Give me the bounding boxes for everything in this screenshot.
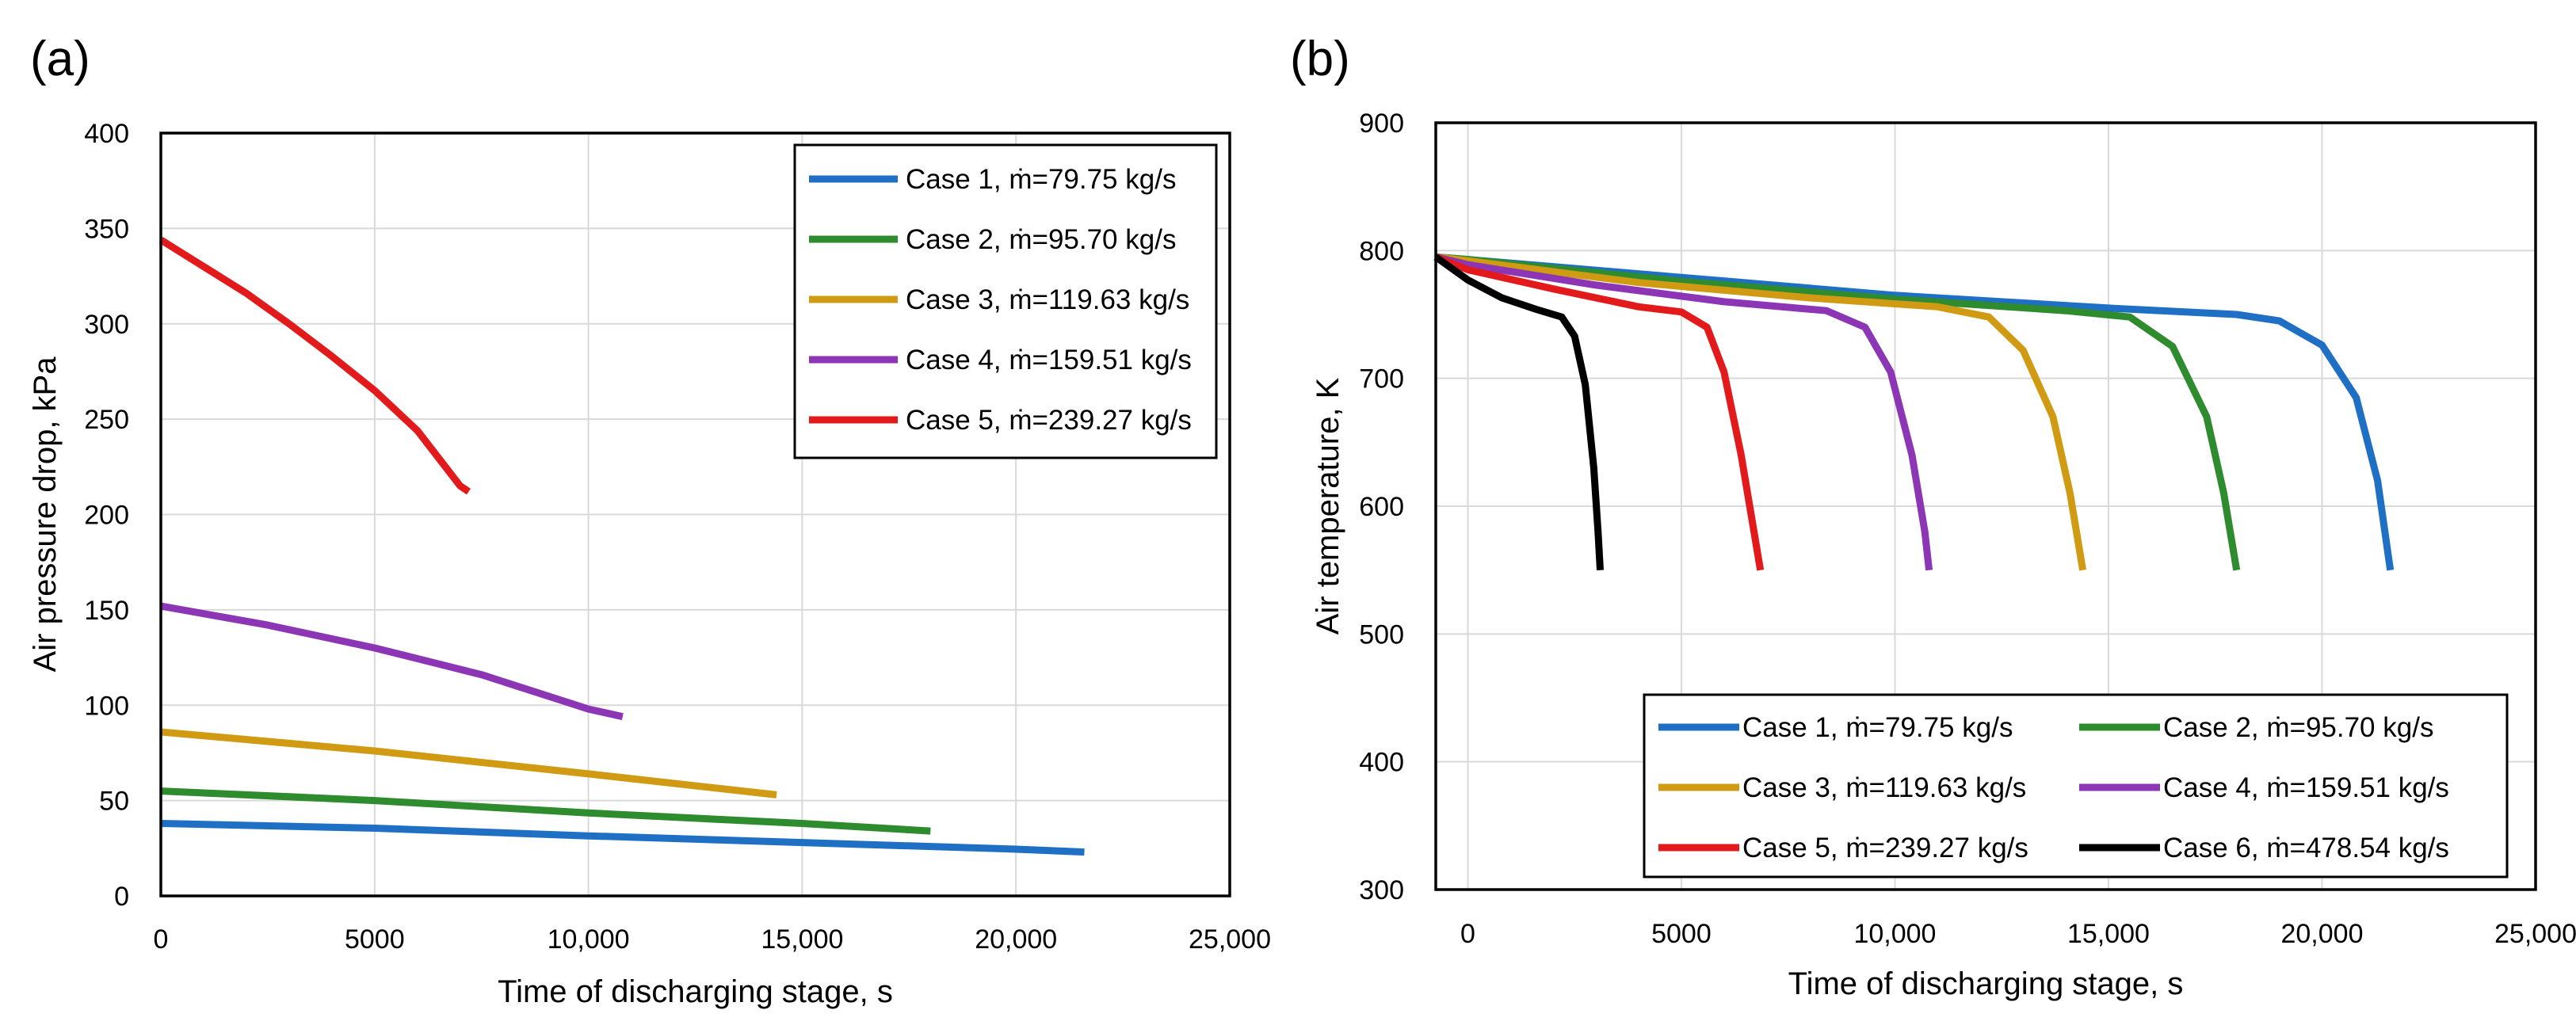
series-line-case-3 — [1435, 253, 2087, 571]
series-line-case-4 — [1434, 253, 1933, 571]
legend: Case 1, ṁ=79.75 kg/s Case 2, ṁ=95.70 kg/s… — [793, 143, 1218, 459]
legend-label-case-2: Case 2, ṁ=95.70 kg/s — [906, 224, 1176, 255]
legend-label-case-5: Case 5, ṁ=239.27 kg/s — [1742, 833, 2028, 863]
legend-label-case-1: Case 1, ṁ=79.75 kg/s — [906, 164, 1176, 195]
y-tick-label: 350 — [84, 214, 129, 244]
legend-label-case-3: Case 3, ṁ=119.63 kg/s — [906, 284, 1189, 315]
y-tick-label: 100 — [84, 691, 129, 721]
x-tick-label: 15,000 — [761, 924, 843, 955]
series-line-case-2 — [160, 787, 931, 835]
legend-label-case-5: Case 5, ṁ=239.27 kg/s — [906, 405, 1192, 436]
x-tick-label: 20,000 — [2280, 919, 2363, 949]
plot-frame — [159, 131, 1231, 898]
y-tick-label: 500 — [1359, 619, 1404, 650]
y-tick-label: 150 — [84, 596, 129, 626]
x-tick-label: 25,000 — [1189, 924, 1271, 955]
x-tick-label: 25,000 — [2494, 919, 2576, 949]
x-tick-label: 5000 — [345, 924, 405, 955]
y-tick-label: 900 — [1359, 109, 1404, 139]
legend-label-case-3: Case 3, ṁ=119.63 kg/s — [1742, 772, 2026, 803]
plot-frame — [1434, 121, 2537, 891]
y-tick-label: 300 — [1359, 875, 1404, 905]
series-line-case-6 — [1433, 253, 1604, 570]
legend-label-case-6: Case 6, ṁ=478.54 kg/s — [2163, 833, 2449, 863]
legend-label-case-4: Case 4, ṁ=159.51 kg/s — [906, 345, 1192, 375]
y-tick-label: 700 — [1359, 364, 1404, 394]
x-tick-label: 10,000 — [548, 924, 630, 955]
x-tick-label: 20,000 — [975, 924, 1057, 955]
series-line-case-4 — [160, 602, 624, 721]
x-axis-title: Time of discharging stage, s — [498, 974, 893, 1009]
x-tick-label: 5000 — [1651, 919, 1712, 949]
x-tick-label: 10,000 — [1853, 919, 1936, 949]
y-tick-label: 600 — [1359, 492, 1404, 522]
series-line-case-3 — [160, 728, 777, 798]
panel-label: (a) — [30, 32, 90, 86]
panel-a-chart: (a) 0 50 100 150 200 250 300 350 400 0 5000 10,000 15… — [28, 32, 1271, 1009]
legend-label-case-2: Case 2, ṁ=95.70 kg/s — [2163, 712, 2433, 743]
legend: Case 1, ṁ=79.75 kg/s Case 2, ṁ=95.70 kg/s… — [1643, 693, 2509, 878]
x-tick-label: 0 — [154, 924, 169, 955]
y-axis-title: Air pressure drop, kPa — [28, 356, 63, 673]
y-tick-label: 0 — [114, 882, 129, 912]
y-tick-label: 50 — [99, 787, 129, 817]
x-axis-title: Time of discharging stage, s — [1788, 966, 2184, 1001]
y-tick-label: 400 — [1359, 748, 1404, 778]
y-tick-label: 800 — [1359, 236, 1404, 266]
legend-label-case-1: Case 1, ṁ=79.75 kg/s — [1742, 712, 2013, 743]
panel-label: (b) — [1290, 32, 1350, 86]
x-tick-label: 15,000 — [2067, 919, 2150, 949]
y-tick-label: 300 — [84, 310, 129, 340]
legend-box — [1643, 693, 2509, 878]
series-line-case-5 — [1434, 253, 1765, 571]
y-tick-label: 250 — [84, 405, 129, 435]
series-line-case-2 — [1435, 253, 2241, 571]
panel-b-chart: (b) 300 400 500 600 700 800 900 0 5000 10,000 15,00… — [1290, 32, 2576, 1001]
x-tick-label: 0 — [1460, 919, 1475, 949]
series-line-case-5 — [158, 236, 471, 495]
series-line-case-1 — [160, 820, 1085, 856]
y-tick-label: 200 — [84, 501, 129, 531]
y-tick-label: 400 — [84, 119, 129, 149]
legend-label-case-4: Case 4, ṁ=159.51 kg/s — [2163, 772, 2449, 803]
y-axis-title: Air temperature, K — [1311, 377, 1345, 635]
